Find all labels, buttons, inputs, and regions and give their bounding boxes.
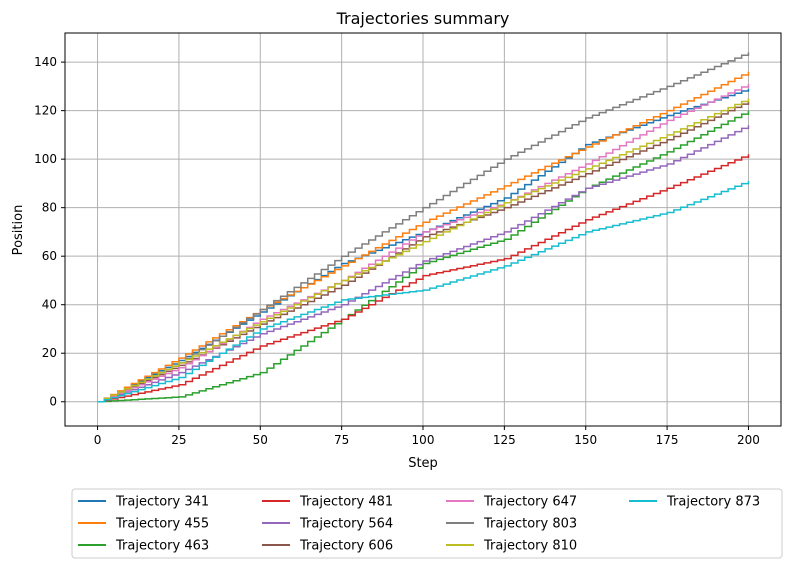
- series-line: [97, 125, 750, 403]
- y-tick-label: 40: [42, 298, 57, 312]
- legend-label: Trajectory 647: [483, 495, 577, 510]
- legend-label: Trajectory 341: [115, 495, 209, 510]
- legend-entry: Trajectory 810: [446, 539, 577, 554]
- legend-entry: Trajectory 455: [78, 517, 209, 532]
- x-tick-label: 100: [412, 433, 435, 447]
- legend-entry: Trajectory 647: [446, 495, 577, 510]
- x-axis-ticks: 0 25 50 75 100 125 150 175 200: [94, 426, 760, 447]
- legend-label: Trajectory 455: [115, 517, 209, 532]
- x-axis-label: Step: [408, 456, 438, 471]
- series-line: [97, 98, 750, 403]
- legend-label: Trajectory 803: [483, 517, 577, 532]
- legend-entry: Trajectory 463: [78, 539, 209, 554]
- legend-entry: Trajectory 606: [262, 539, 393, 554]
- y-axis-ticks: 0 20 40 60 80 100 120 140: [34, 55, 65, 409]
- series-line: [97, 71, 750, 403]
- series-line: [97, 52, 750, 403]
- legend-entry: Trajectory 873: [629, 495, 760, 510]
- x-tick-label: 0: [94, 433, 102, 447]
- y-tick-label: 0: [49, 395, 57, 409]
- legend-label: Trajectory 564: [299, 517, 393, 532]
- y-tick-label: 80: [42, 201, 57, 215]
- y-tick-label: 20: [42, 346, 57, 360]
- x-tick-label: 125: [493, 433, 516, 447]
- y-axis-label: Position: [11, 205, 26, 256]
- y-tick-label: 100: [34, 152, 57, 166]
- x-tick-label: 175: [656, 433, 679, 447]
- legend-label: Trajectory 810: [483, 539, 577, 554]
- x-tick-label: 150: [574, 433, 597, 447]
- series-line: [97, 154, 750, 403]
- legend-items: Trajectory 341 Trajectory 455 Trajectory 4…: [78, 495, 760, 554]
- legend-entry: Trajectory 341: [78, 495, 209, 510]
- x-tick-label: 25: [171, 433, 186, 447]
- series-lines: [97, 52, 750, 403]
- legend-entry: Trajectory 481: [262, 495, 393, 510]
- legend-entry: Trajectory 803: [446, 517, 577, 532]
- y-tick-label: 120: [34, 104, 57, 118]
- x-tick-label: 200: [737, 433, 760, 447]
- chart-title: Trajectories summary: [336, 9, 510, 28]
- series-line: [97, 180, 750, 403]
- legend-label: Trajectory 463: [115, 539, 209, 554]
- legend-label: Trajectory 606: [299, 539, 393, 554]
- y-tick-label: 140: [34, 55, 57, 69]
- legend-frame: [71, 488, 783, 559]
- y-tick-label: 60: [42, 249, 57, 263]
- x-tick-label: 50: [253, 433, 268, 447]
- legend-label: Trajectory 873: [666, 495, 760, 510]
- legend-label: Trajectory 481: [299, 495, 393, 510]
- legend-entry: Trajectory 564: [262, 517, 393, 532]
- legend: Trajectory 341 Trajectory 455 Trajectory 4…: [71, 488, 783, 559]
- x-tick-label: 75: [334, 433, 349, 447]
